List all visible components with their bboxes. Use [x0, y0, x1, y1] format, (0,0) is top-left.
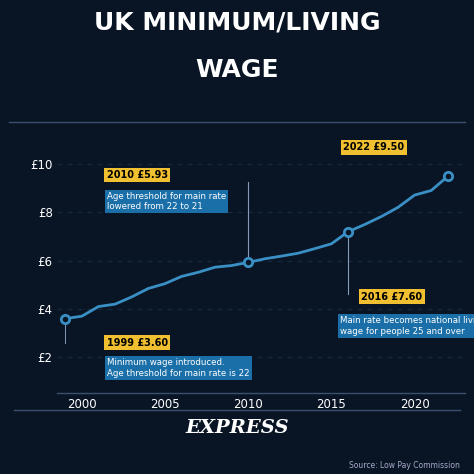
- Text: UK MINIMUM/LIVING: UK MINIMUM/LIVING: [94, 10, 380, 34]
- Text: Source: Low Pay Commission: Source: Low Pay Commission: [349, 461, 460, 470]
- Text: 2022 £9.50: 2022 £9.50: [343, 142, 404, 152]
- Text: EXPRESS: EXPRESS: [185, 419, 289, 437]
- Text: Main rate becomes national living
wage for people 25 and over: Main rate becomes national living wage f…: [340, 316, 474, 336]
- Text: 2016 £7.60: 2016 £7.60: [361, 292, 422, 302]
- Text: 1999 £3.60: 1999 £3.60: [107, 338, 168, 348]
- Text: WAGE: WAGE: [195, 58, 279, 82]
- Text: 2010 £5.93: 2010 £5.93: [107, 170, 168, 180]
- Text: Age threshold for main rate
lowered from 22 to 21: Age threshold for main rate lowered from…: [107, 192, 226, 211]
- Text: Minimum wage introduced.
Age threshold for main rate is 22: Minimum wage introduced. Age threshold f…: [107, 358, 249, 378]
